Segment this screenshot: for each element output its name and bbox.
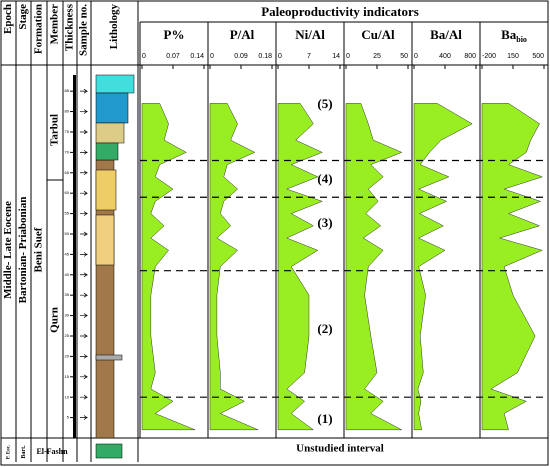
lithology-bed (95, 142, 119, 161)
column-header: Formation (33, 4, 45, 54)
member: Tarbul (49, 114, 61, 146)
x-tick-label: 0.14 (190, 53, 204, 60)
x-tick-label: 0 (210, 53, 214, 60)
thickness-label: 45 (65, 251, 70, 256)
sample-arrow (80, 354, 89, 359)
panel-title: P% (164, 27, 185, 42)
epoch: Middle- Late Eocene (2, 201, 14, 299)
thickness-label: 35 (65, 292, 70, 297)
panel-title: P/Al (230, 27, 255, 42)
sample-arrow (80, 252, 89, 257)
panel-title: Cu/Al (361, 27, 395, 42)
zone-label: (5) (317, 96, 332, 111)
zone-label: (3) (317, 215, 332, 230)
x-tick-label: 0 (414, 53, 418, 60)
panel-title: Ba/Al (430, 27, 462, 42)
bottom-note: Unstudied interval (296, 443, 384, 455)
x-tick-label: 14 (332, 53, 340, 60)
zone-label: (4) (317, 171, 332, 186)
x-tick-label: 0 (278, 53, 282, 60)
thickness-label: 15 (65, 374, 70, 379)
sample-arrow (80, 231, 89, 237)
zone-label: (1) (317, 411, 332, 426)
thickness-label: 20 (65, 353, 70, 358)
x-tick-label: 7 (307, 53, 311, 60)
sample-arrow (80, 333, 89, 339)
lithology-bed (95, 169, 117, 211)
column-header: Member (49, 4, 61, 44)
panel-title: Babio (501, 27, 527, 44)
x-tick-label: 0 (142, 53, 146, 60)
thickness-label: 25 (65, 333, 70, 338)
formation-low: El-Fashn (36, 447, 68, 456)
member: Qurn (49, 307, 61, 333)
column-header: Sample no. (78, 4, 90, 56)
x-tick-label: 0.18 (258, 53, 272, 60)
sample-arrow (80, 129, 89, 135)
thickness-label: 65 (65, 170, 70, 175)
column-header: Lithology (108, 4, 120, 50)
x-tick-label: 150 (507, 53, 519, 60)
thickness-label: 80 (65, 109, 70, 114)
panel-title-sub: bio (516, 35, 527, 44)
thickness-label: 5 (67, 415, 70, 420)
x-tick-label: 0.07 (166, 53, 180, 60)
sample-arrow (80, 313, 89, 318)
zone-label: (2) (317, 321, 332, 336)
thickness-label: 30 (65, 313, 70, 318)
lithology-bed (95, 214, 115, 266)
thickness-label: 75 (65, 129, 70, 134)
thickness-label: 40 (65, 272, 70, 277)
profile-area (209, 103, 259, 431)
profile-area (413, 103, 473, 431)
thickness-label: 60 (65, 190, 70, 195)
title: Paleoproductivity indicators (261, 4, 419, 19)
epoch-low: P. Eoc. (7, 444, 12, 459)
profile-area (141, 103, 196, 431)
formation: Beni Suef (33, 227, 45, 272)
thickness-label: 50 (65, 231, 70, 236)
lithology-bed (95, 92, 129, 124)
thickness-label: 85 (65, 88, 70, 93)
x-tick-label: 400 (439, 53, 451, 60)
stage: Bartonian- Priabonian (17, 197, 29, 304)
sample-arrow (80, 211, 89, 216)
panel-title: Ni/Al (295, 27, 325, 42)
profile-area (481, 103, 544, 431)
lithology-bed (95, 122, 125, 144)
sample-arrow (80, 190, 89, 196)
sample-arrow (80, 374, 89, 380)
column-header: Epoch (2, 4, 14, 34)
profile-area (277, 103, 324, 431)
x-tick-label: 500 (532, 53, 544, 60)
sample-arrow (80, 415, 89, 420)
x-tick-label: 0.09 (234, 53, 248, 60)
column-header: Thickness (64, 3, 76, 51)
sample-arrow (80, 88, 89, 94)
sample-arrow (80, 292, 89, 298)
x-tick-label: 800 (464, 53, 476, 60)
thickness-label: 55 (65, 211, 70, 216)
thickness-label: 10 (65, 394, 70, 399)
lithology-bed (95, 354, 123, 361)
lithology-low (95, 443, 123, 459)
stage-low: Bart. (21, 445, 27, 459)
x-tick-label: -200 (482, 53, 496, 60)
thickness-label: 70 (65, 149, 70, 154)
sample-arrow (80, 150, 89, 155)
sample-arrow (80, 109, 89, 114)
lithology-bed (95, 74, 135, 94)
sample-arrow (80, 272, 89, 278)
x-tick-label: 50 (400, 53, 408, 60)
profile-area (345, 103, 403, 431)
x-tick-label: 25 (373, 53, 381, 60)
x-tick-label: 0 (346, 53, 350, 60)
sample-arrow (80, 170, 89, 176)
thickness-bar (73, 75, 76, 438)
column-header: Stage (17, 4, 29, 30)
sample-arrow (80, 394, 89, 400)
